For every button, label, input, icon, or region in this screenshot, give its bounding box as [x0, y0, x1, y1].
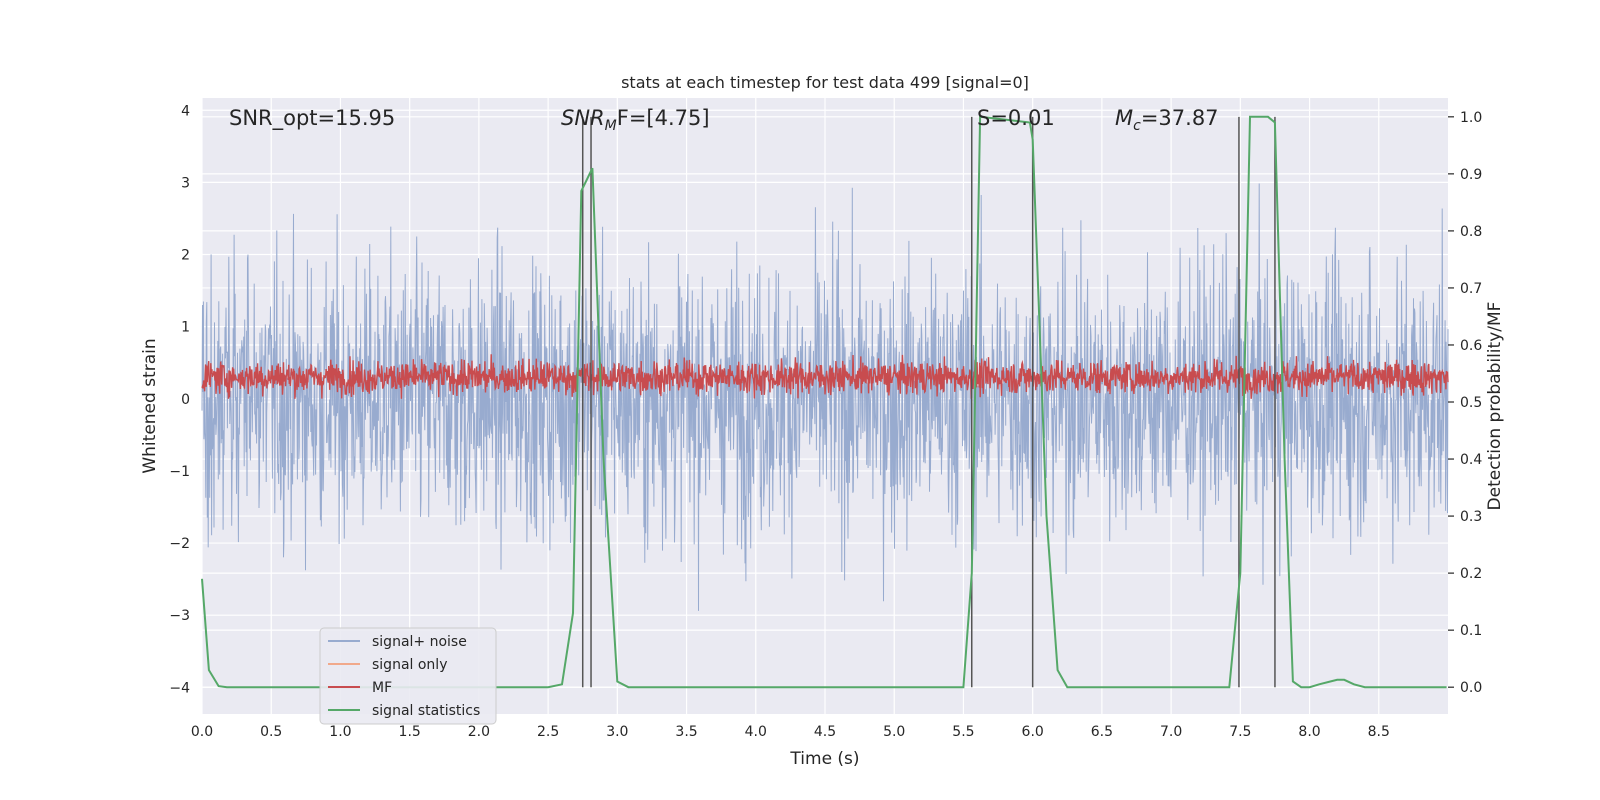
- x-tick-label: 5.0: [883, 724, 905, 740]
- right-y-tick-label: 0.1: [1460, 623, 1482, 639]
- right-y-axis-ticks: 0.0 0.1 0.2 0.3 0.4 0.5 0.6 0.7 0.8 0.9 1.0: [1448, 110, 1482, 696]
- right-y-axis-label: Detection probability/MF: [1485, 302, 1505, 511]
- left-y-tick-label: −3: [169, 608, 190, 624]
- right-y-tick-label: 0.4: [1460, 452, 1482, 468]
- x-tick-label: 8.0: [1298, 724, 1320, 740]
- left-y-tick-label: 0: [181, 392, 190, 408]
- legend: signal+ noise signal only MF signal statist…: [319, 627, 497, 725]
- legend-box: [319, 627, 497, 725]
- x-axis-ticks: 0.0 0.5 1.0 1.5 2.0 2.5 3.0 3.5 4.0 4.5 5.0 5.5 6.0 6…: [191, 724, 1390, 740]
- left-y-tick-label: 2: [181, 248, 190, 264]
- legend-items: signal+ noise signal only MF signal statist…: [328, 634, 480, 719]
- signal-statistics-series: [201, 115, 1447, 689]
- right-y-tick-label: 0.7: [1460, 281, 1482, 297]
- x-tick-label: 7.0: [1160, 724, 1182, 740]
- mf-series: [201, 354, 1449, 399]
- x-tick-label: 4.0: [745, 724, 767, 740]
- x-tick-label: 6.5: [1091, 724, 1113, 740]
- right-y-tick-label: 0.2: [1460, 566, 1482, 582]
- left-y-axis-label: Whitened strain: [140, 338, 160, 473]
- snr-mf-subscript: M: [605, 118, 617, 134]
- right-y-tick-label: 1.0: [1460, 110, 1482, 126]
- snr-mf-value: F=[4.75]: [617, 106, 710, 130]
- x-tick-label: 4.5: [814, 724, 836, 740]
- left-y-tick-label: −2: [169, 536, 190, 552]
- mc-subscript: c: [1133, 118, 1141, 134]
- left-y-tick-label: 4: [181, 103, 190, 119]
- right-y-tick-label: 0.5: [1460, 395, 1482, 411]
- snr-mf-annotation: SNRMF=[4.75]: [561, 106, 710, 134]
- left-y-tick-label: 3: [181, 175, 190, 191]
- snr-mf-base: SNR: [561, 106, 605, 130]
- x-tick-label: 7.5: [1229, 724, 1251, 740]
- x-tick-label: 5.5: [952, 724, 974, 740]
- mc-base: M: [1115, 106, 1133, 130]
- legend-label: signal statistics: [372, 703, 480, 719]
- chart-title: stats at each timestep for test data 499…: [621, 73, 1029, 92]
- left-y-tick-label: −1: [169, 464, 190, 480]
- mc-value: =37.87: [1141, 106, 1219, 130]
- mc-annotation: Mc=37.87: [1115, 106, 1219, 134]
- x-tick-label: 2.5: [537, 724, 559, 740]
- x-axis-label: Time (s): [789, 749, 859, 769]
- right-y-tick-label: 0.9: [1460, 167, 1482, 183]
- legend-label: signal+ noise: [372, 634, 467, 650]
- right-y-tick-label: 0.6: [1460, 338, 1482, 354]
- x-tick-label: 0.0: [191, 724, 213, 740]
- signal-statistics-line: [201, 115, 1447, 689]
- left-y-tick-label: 1: [181, 320, 190, 336]
- x-tick-label: 3.0: [606, 724, 628, 740]
- mf-line: [201, 354, 1449, 399]
- legend-label: signal only: [372, 657, 447, 673]
- left-y-axis-ticks: −4 −3 −2 −1 0 1 2 3 4: [169, 103, 190, 696]
- left-y-tick-label: −4: [169, 680, 190, 696]
- right-y-tick-label: 0.3: [1460, 509, 1482, 525]
- x-tick-label: 2.0: [468, 724, 490, 740]
- x-tick-label: 6.0: [1022, 724, 1044, 740]
- x-tick-label: 1.0: [329, 724, 351, 740]
- right-y-tick-label: 0.8: [1460, 224, 1482, 240]
- x-tick-label: 3.5: [675, 724, 697, 740]
- snr-opt-annotation: SNR_opt=15.95: [229, 106, 395, 131]
- x-tick-label: 0.5: [260, 724, 282, 740]
- legend-label: MF: [372, 680, 392, 696]
- x-tick-label: 8.5: [1368, 724, 1390, 740]
- s-annotation: S=0.01: [977, 106, 1055, 130]
- right-y-tick-label: 0.0: [1460, 680, 1482, 696]
- x-tick-label: 1.5: [399, 724, 421, 740]
